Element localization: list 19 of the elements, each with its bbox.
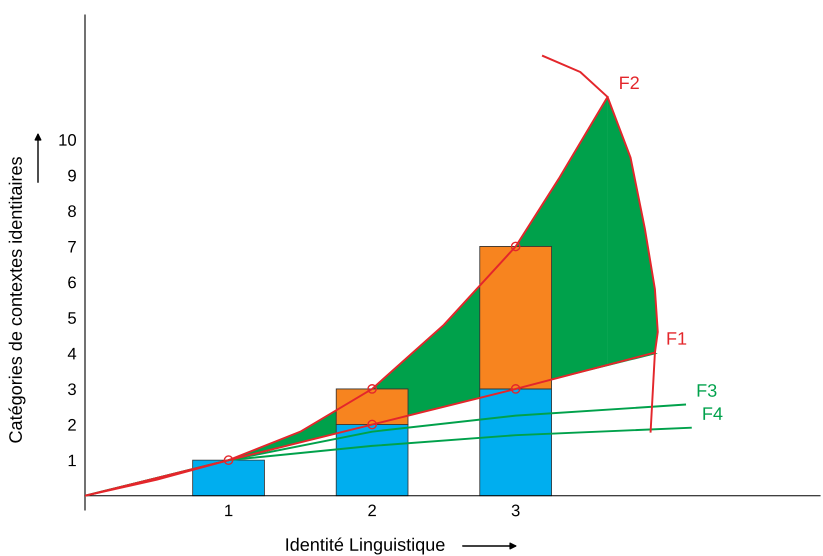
x-tick-label: 2 — [368, 504, 376, 516]
x-axis-title: Identité Linguistique — [286, 537, 445, 555]
y-tick-label: 8 — [68, 205, 76, 218]
x-tick-label: 3 — [512, 504, 520, 516]
y-tick-label: 1 — [68, 454, 76, 466]
y-tick-label: 5 — [68, 312, 76, 324]
series-label: F1 — [668, 332, 686, 345]
y-tick-label: 3 — [68, 383, 76, 396]
series-label: F4 — [703, 407, 722, 420]
y-tick-label: 9 — [68, 170, 76, 182]
y-tick-label: 6 — [68, 276, 76, 288]
series-label: F3 — [698, 384, 716, 397]
y-tick-label: 7 — [68, 241, 76, 253]
y-axis-title: Catégories de contextes identitaires — [8, 157, 26, 443]
x-tick-label: 1 — [225, 504, 232, 516]
y-tick-label: 4 — [68, 348, 76, 360]
series-label: F2 — [620, 76, 639, 89]
y-tick-label: 10 — [59, 134, 76, 146]
y-tick-label: 2 — [68, 418, 76, 431]
